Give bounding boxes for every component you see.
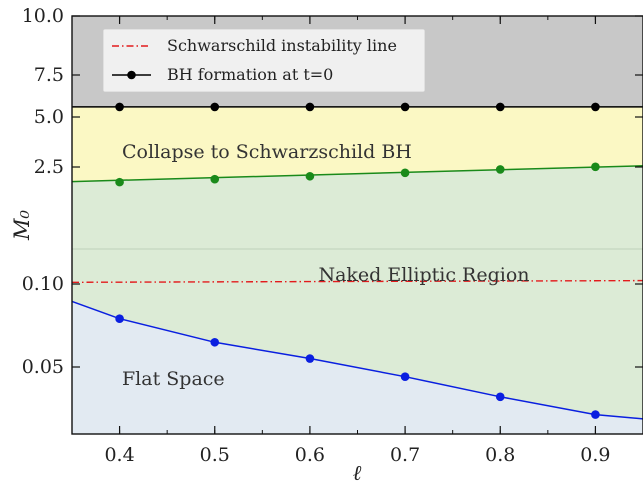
green-point xyxy=(495,165,505,174)
y-tick-label: 5.0 xyxy=(34,106,64,128)
x-tick-label: 0.5 xyxy=(200,444,230,466)
x-tick-label: 0.6 xyxy=(295,444,325,466)
bh-point xyxy=(495,102,505,112)
bh-point xyxy=(400,102,410,112)
y-tick-label: 10.0 xyxy=(22,5,64,27)
series-layer xyxy=(71,102,643,420)
plot-frame xyxy=(71,15,643,435)
y-axis-label: M₀ xyxy=(10,209,34,241)
green-point xyxy=(305,171,315,181)
green-point xyxy=(115,177,124,187)
x-axis-label: ℓ xyxy=(353,461,362,483)
bh-point xyxy=(591,102,600,112)
x-tick-label: 0.9 xyxy=(580,444,610,466)
blue-point xyxy=(400,372,410,382)
y-tick-label: 0.05 xyxy=(22,356,64,378)
labels-layer: 0.4 0.5 0.6 0.7 0.8 0.9 10.0 7.5 5.0 2.5 0.10 0.05 ℓ… xyxy=(10,5,611,483)
bh-point xyxy=(305,102,315,112)
green-point xyxy=(210,174,220,184)
legend-label-instability: Schwarschild instability line xyxy=(167,36,397,55)
green-point xyxy=(591,162,600,172)
region-label: Naked Elliptic Region xyxy=(318,264,529,286)
blue-point xyxy=(115,314,124,323)
x-tick-label: 0.8 xyxy=(485,444,515,466)
x-tick-label: 0.4 xyxy=(104,444,134,466)
bh-point xyxy=(210,102,220,112)
y-tick-label: 7.5 xyxy=(34,64,64,86)
instability-line xyxy=(71,279,643,283)
bh-point xyxy=(115,102,124,112)
legend-marker-bh xyxy=(127,70,136,80)
blue-point xyxy=(305,354,315,363)
blue-point xyxy=(210,337,220,347)
region-label: Flat Space xyxy=(122,368,225,390)
green-point xyxy=(400,168,410,178)
legend: Schwarschild instability line BH formatio… xyxy=(102,28,426,93)
x-tick-label: 0.7 xyxy=(390,444,420,466)
y-tick-label: 2.5 xyxy=(34,156,64,178)
blue-point xyxy=(591,410,600,419)
y-tick-label: 0.10 xyxy=(22,273,64,295)
blue-boundary-line xyxy=(71,300,643,420)
legend-box xyxy=(102,28,426,93)
legend-label-bh: BH formation at t=0 xyxy=(167,65,333,84)
region-collapse xyxy=(72,106,643,182)
region-label: Collapse to Schwarzschild BH xyxy=(122,141,412,163)
green-boundary-line xyxy=(71,165,643,183)
region-naked xyxy=(72,165,643,419)
blue-point xyxy=(495,392,505,402)
